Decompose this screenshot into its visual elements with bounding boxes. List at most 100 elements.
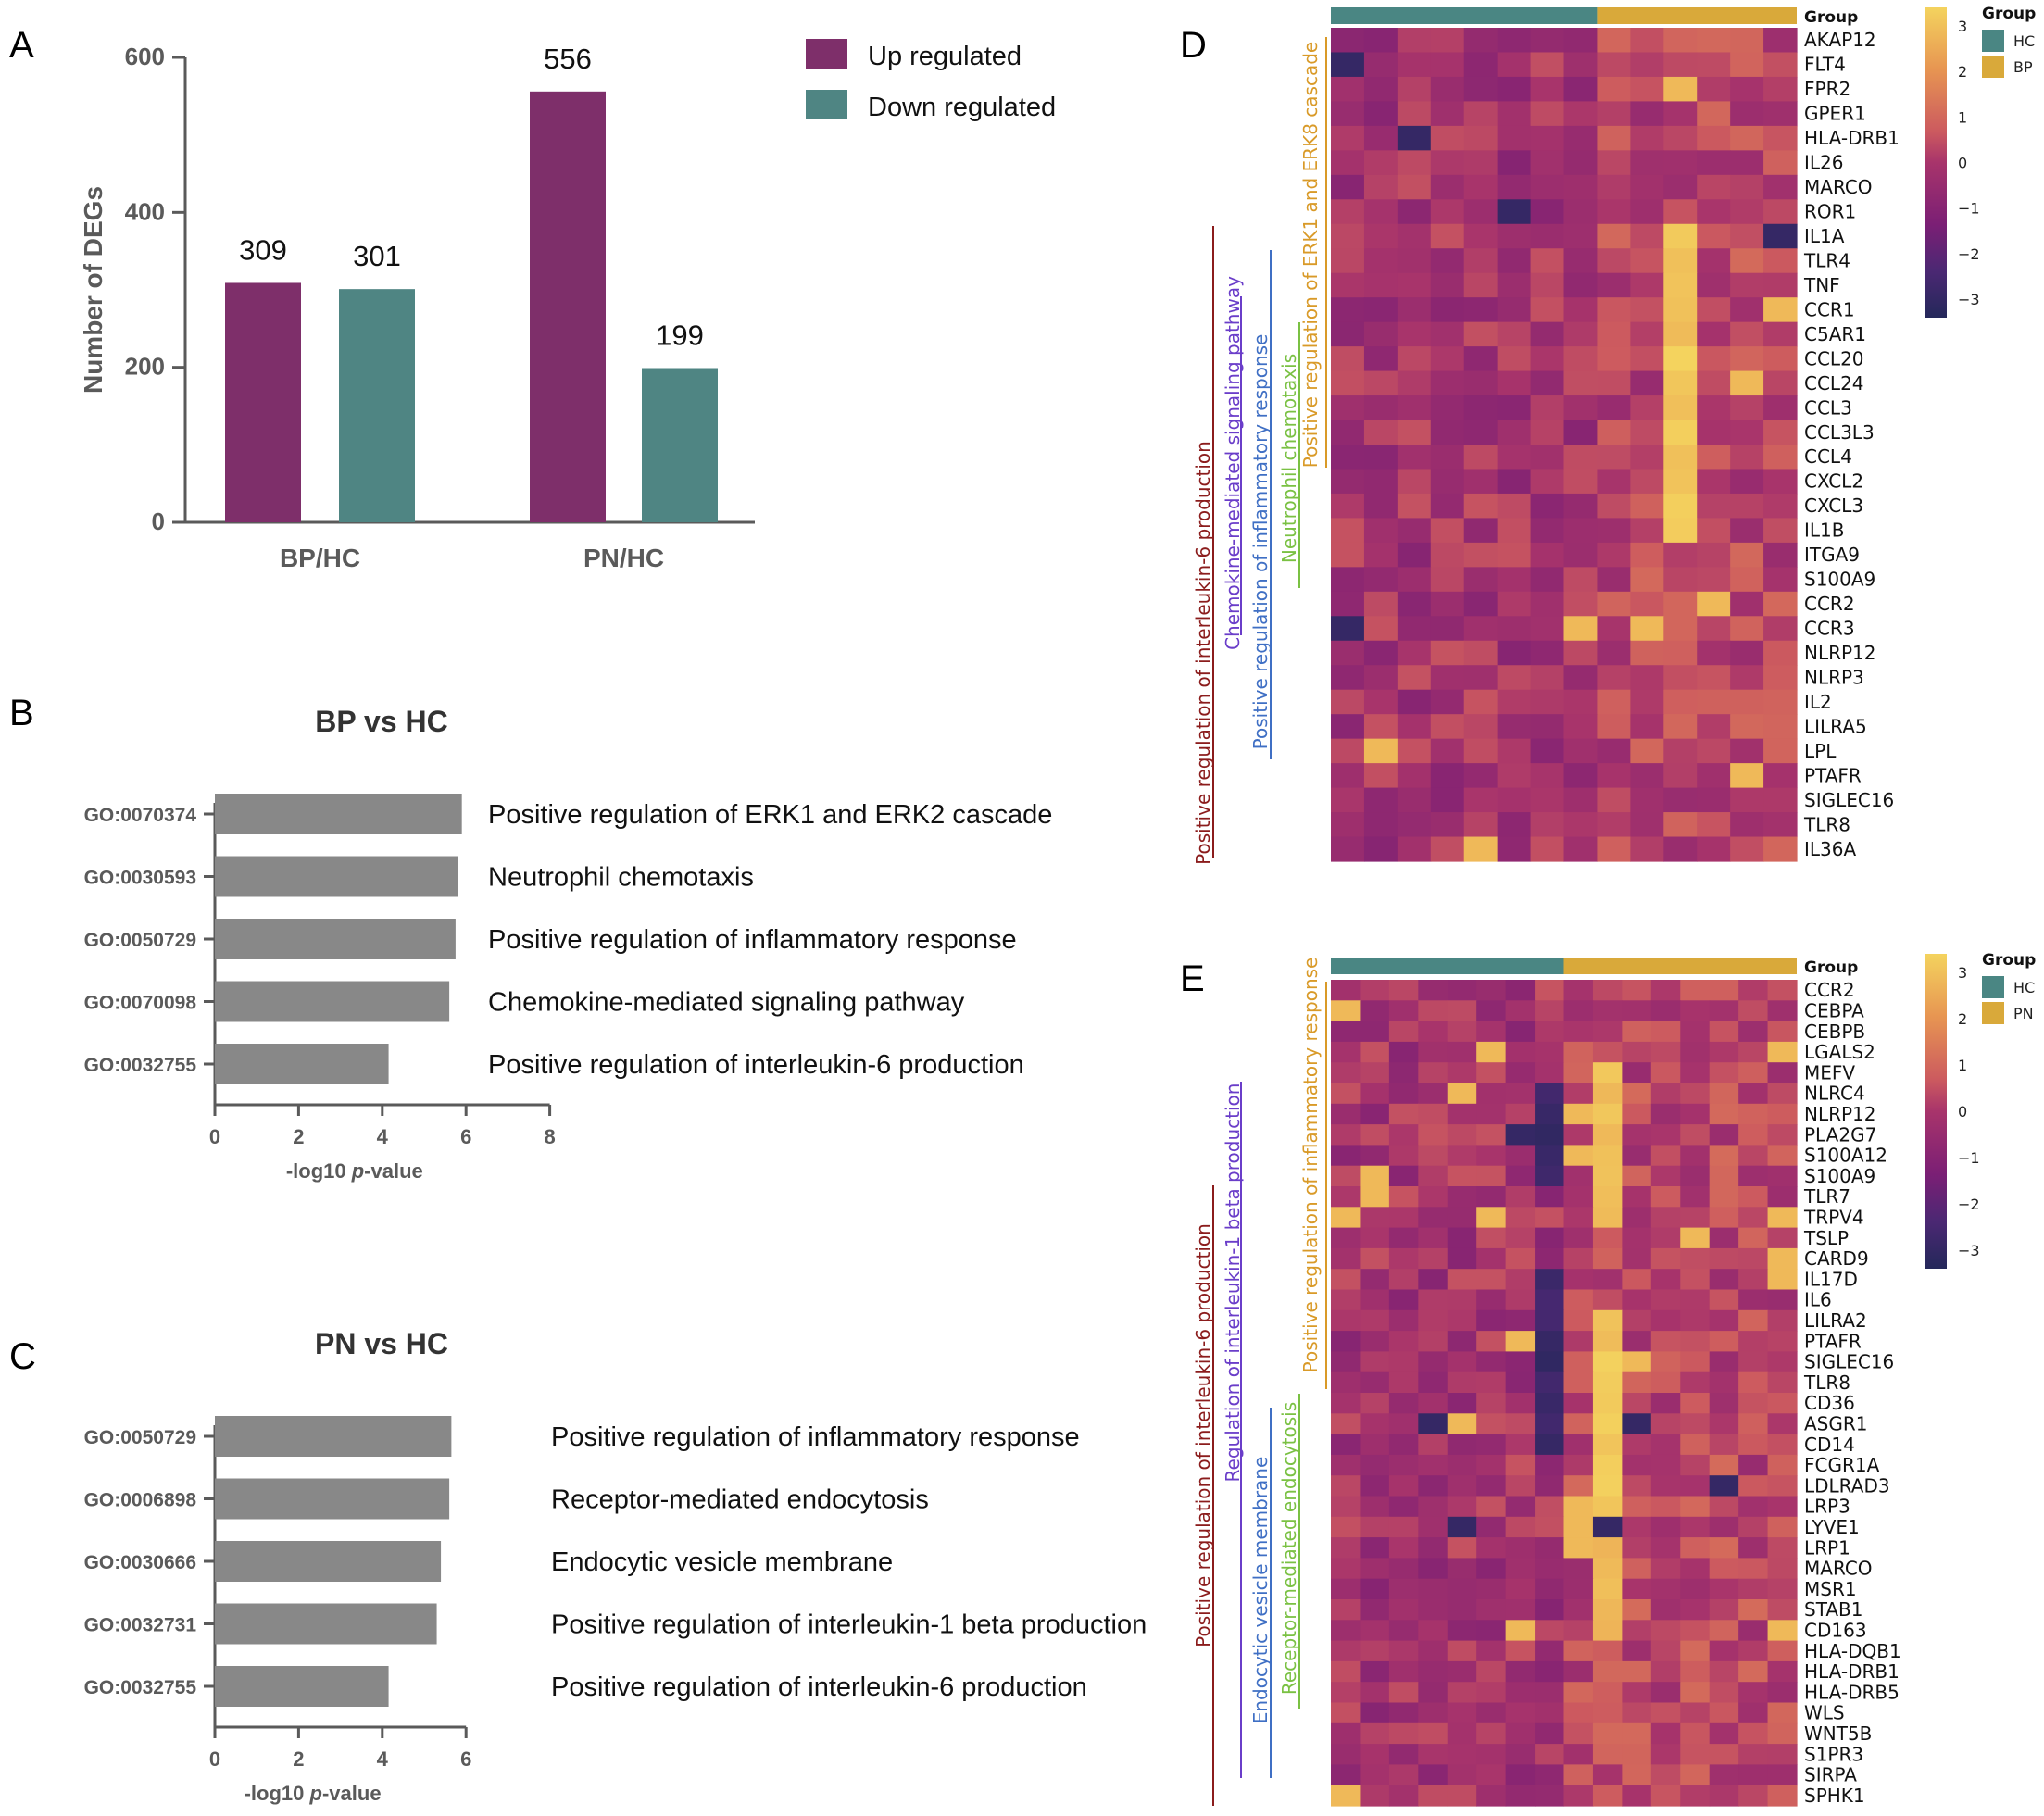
heatmap-cell — [1597, 812, 1631, 838]
heatmap-cell — [1763, 445, 1798, 470]
heatmap-cell — [1630, 52, 1664, 78]
heatmap-cell — [1447, 1475, 1477, 1497]
heatmap-cell — [1363, 346, 1398, 372]
x-tick-label: 0 — [209, 1125, 220, 1148]
heatmap-cell — [1418, 1496, 1448, 1518]
heatmap-cell — [1418, 1021, 1448, 1043]
heatmap-cell — [1597, 101, 1631, 127]
heatmap-cell — [1430, 125, 1465, 151]
heatmap-cell — [1592, 1351, 1623, 1373]
heatmap-cell — [1463, 493, 1499, 520]
heatmap-cell — [1363, 689, 1398, 715]
heatmap-cell — [1709, 1165, 1739, 1187]
heatmap-cell — [1535, 1145, 1565, 1167]
heatmap-cell — [1697, 52, 1731, 78]
heatmap-cell — [1697, 76, 1731, 103]
heatmap-cell — [1597, 518, 1631, 544]
heatmap-cell — [1563, 1496, 1594, 1518]
heatmap-cell — [1738, 1103, 1769, 1125]
heatmap-cell — [1530, 469, 1565, 495]
heatmap-cell — [1663, 714, 1698, 740]
heatmap-cell — [1331, 1371, 1361, 1394]
heatmap-cell — [1331, 420, 1365, 445]
heatmap-cell — [1630, 616, 1664, 642]
heatmap-cell — [1331, 370, 1365, 396]
group-bar-hc — [1331, 958, 1564, 974]
heatmap-cell — [1738, 1744, 1769, 1765]
heatmap-cell — [1331, 1165, 1361, 1187]
heatmap-cell — [1630, 469, 1664, 495]
legend: Up regulated Down regulated — [806, 39, 1056, 122]
panel-label-c: C — [9, 1336, 36, 1377]
heatmap-cell — [1680, 1537, 1711, 1559]
heatmap-cell — [1650, 1764, 1681, 1786]
heatmap-cell — [1592, 1000, 1623, 1022]
heatmap-cell — [1476, 1269, 1507, 1291]
heatmap-cell — [1418, 1083, 1448, 1105]
heatmap-cell — [1418, 1640, 1448, 1662]
heatmap-cell — [1630, 542, 1664, 568]
heatmap-cell — [1463, 125, 1499, 151]
heatmap-cell — [1767, 1083, 1798, 1105]
bar-go-0050729 — [215, 1416, 452, 1457]
heatmap-cell — [1331, 1083, 1361, 1105]
heatmap-cell — [1730, 591, 1764, 617]
gene-label: CD36 — [1804, 1392, 1855, 1414]
color-scale-tick: 1 — [1958, 1057, 1967, 1074]
heatmap-cell — [1535, 1227, 1565, 1249]
heatmap-cell — [1363, 616, 1398, 642]
heatmap-cell — [1331, 689, 1365, 715]
heatmap-cell — [1650, 1702, 1681, 1724]
heatmap-cell — [1360, 1620, 1390, 1642]
heatmap-cell — [1497, 150, 1532, 176]
heatmap-cell — [1630, 518, 1664, 544]
heatmap-cell — [1497, 199, 1532, 225]
go-term-label: Receptor-mediated endocytosis — [551, 1485, 929, 1515]
heatmap-cell — [1650, 1640, 1681, 1662]
heatmap-cell — [1630, 787, 1664, 813]
heatmap-cell — [1418, 1682, 1448, 1704]
heatmap-cell — [1680, 1269, 1711, 1291]
heatmap-cell — [1447, 1021, 1477, 1043]
heatmap-cell — [1463, 52, 1499, 78]
heatmap-cell — [1763, 689, 1798, 715]
heatmap-cell — [1763, 174, 1798, 200]
heatmap-cell — [1663, 76, 1698, 103]
gene-label: FPR2 — [1804, 78, 1850, 100]
heatmap-cell — [1505, 1062, 1536, 1084]
heatmap-cell — [1447, 1393, 1477, 1414]
heatmap-cell — [1360, 1103, 1390, 1125]
panel-label-b: B — [9, 693, 34, 733]
heatmap-cell — [1763, 493, 1798, 520]
gene-label: TSLP — [1803, 1227, 1849, 1249]
heatmap-cell — [1497, 591, 1532, 617]
heatmap-cell — [1360, 1640, 1390, 1662]
gene-label: CD14 — [1804, 1434, 1855, 1456]
x-tick-label: 8 — [544, 1125, 555, 1148]
heatmap-cell — [1730, 665, 1764, 691]
heatmap-cell — [1650, 1599, 1681, 1621]
heatmap-cell — [1767, 1207, 1798, 1229]
heatmap-cell — [1763, 469, 1798, 495]
data-label: 301 — [353, 240, 401, 272]
heatmap-cell — [1360, 1537, 1390, 1559]
group-legend-swatch-case — [1982, 1002, 2004, 1024]
heatmap-cell — [1476, 1021, 1507, 1043]
heatmap-cell — [1563, 1702, 1594, 1724]
heatmap-cell — [1397, 518, 1432, 544]
gene-label: LILRA2 — [1804, 1309, 1867, 1332]
heatmap-cell — [1463, 787, 1499, 813]
heatmap-cell — [1331, 665, 1365, 691]
heatmap-cell — [1650, 1722, 1681, 1745]
heatmap-cell — [1663, 640, 1698, 666]
heatmap-cell — [1767, 1454, 1798, 1476]
heatmap-cell — [1767, 1516, 1798, 1538]
heatmap-cell — [1505, 1558, 1536, 1580]
heatmap-cell — [1650, 1413, 1681, 1435]
gene-label: CCR1 — [1804, 298, 1855, 320]
heatmap-pn: Group CCR2CEBPACEBPBLGALS2MEFVNLRC4NLRP12… — [1192, 951, 2036, 1807]
heatmap-cell — [1650, 1227, 1681, 1249]
heatmap-cell — [1697, 28, 1731, 54]
heatmap-cell — [1650, 1682, 1681, 1704]
heatmap-cell — [1388, 1062, 1419, 1084]
